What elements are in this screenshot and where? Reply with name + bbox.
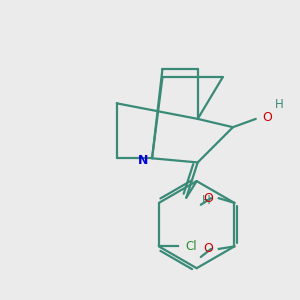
Text: N: N xyxy=(138,154,148,167)
Text: O: O xyxy=(204,242,214,255)
Text: H: H xyxy=(275,98,284,111)
Text: O: O xyxy=(204,192,214,205)
Text: H: H xyxy=(202,194,211,207)
Text: O: O xyxy=(262,111,272,124)
Text: Cl: Cl xyxy=(185,240,197,253)
